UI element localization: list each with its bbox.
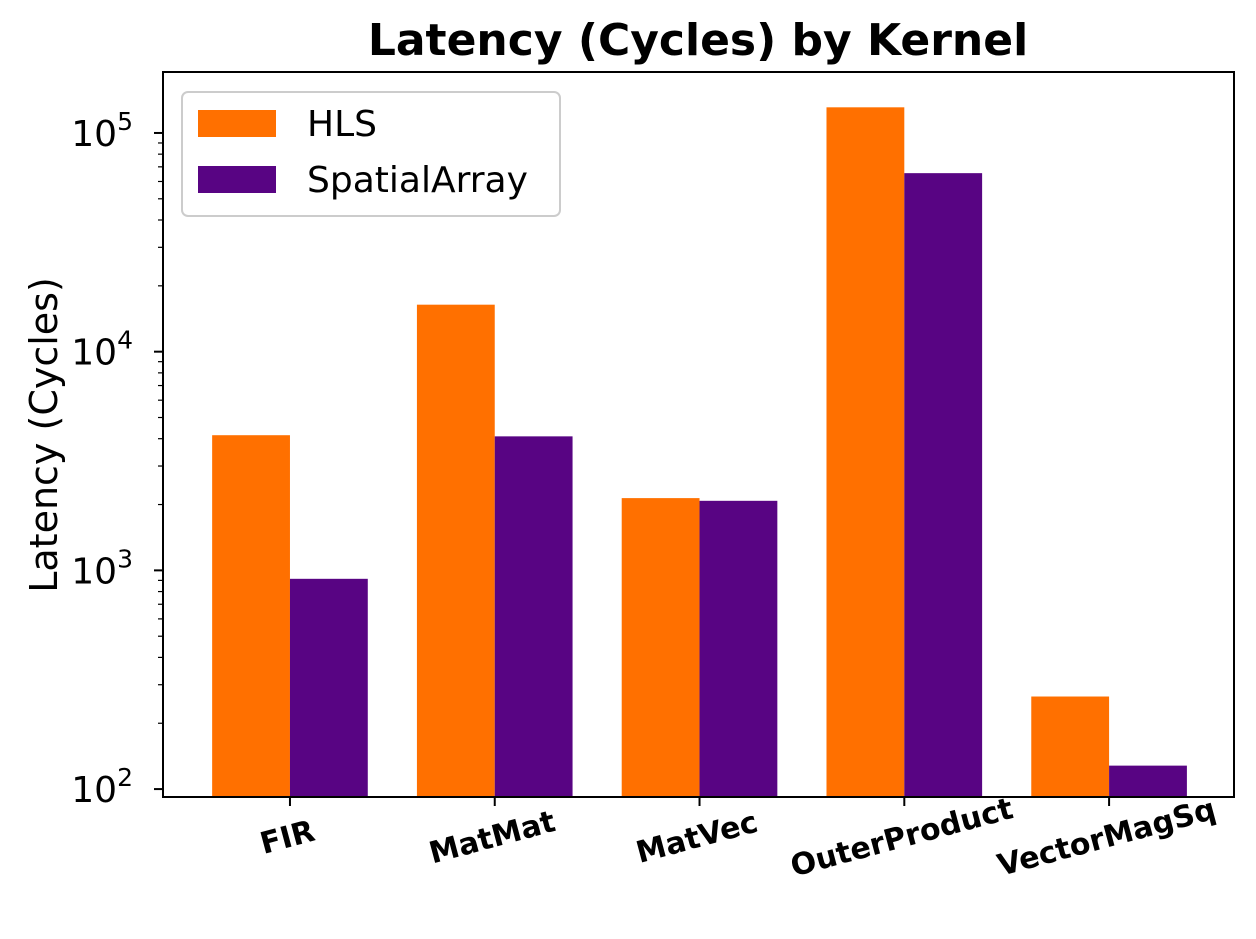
bar-hls-matvec [621,498,700,797]
bar-spatialarray-fir [289,578,368,797]
x-tick-label: FIR [257,814,319,862]
bar-hls-fir [212,435,290,797]
legend-swatch-spatialarray [198,166,276,193]
y-tick-label: 104 [71,326,133,374]
legend-label-hls: HLS [307,104,377,145]
x-tick-label: VectorMagSq [994,792,1220,884]
bar-hls-matmat [416,304,495,797]
bar-spatialarray-vectormagsq [1109,765,1187,797]
bar-spatialarray-matvec [699,500,778,797]
y-axis-label: Latency (Cycles) [22,277,66,593]
bar-hls-outerproduct [826,107,905,797]
bar-spatialarray-outerproduct [904,173,983,797]
x-tick-label: MatVec [633,805,762,871]
legend-box [181,91,561,217]
bar-hls-vectormagsq [1031,696,1110,797]
y-tick-exponent: 5 [117,107,133,136]
bar-spatialarray-matmat [494,436,573,797]
y-tick-exponent: 2 [117,763,133,792]
y-tick-label: 105 [71,107,133,155]
y-tick-exponent: 3 [117,544,133,573]
legend: HLS SpatialArray [181,91,561,217]
y-tick-exponent: 4 [117,326,133,355]
legend-swatch-hls [198,110,276,137]
x-tick-label: MatMat [426,804,560,871]
x-tick-label: OuterProduct [787,791,1017,884]
plot-frame [162,71,1235,798]
legend-label-spatialarray: SpatialArray [307,160,528,201]
chart-title: Latency (Cycles) by Kernel [368,15,1028,66]
y-tick-label: 103 [71,544,133,592]
y-tick-label: 102 [71,763,133,811]
